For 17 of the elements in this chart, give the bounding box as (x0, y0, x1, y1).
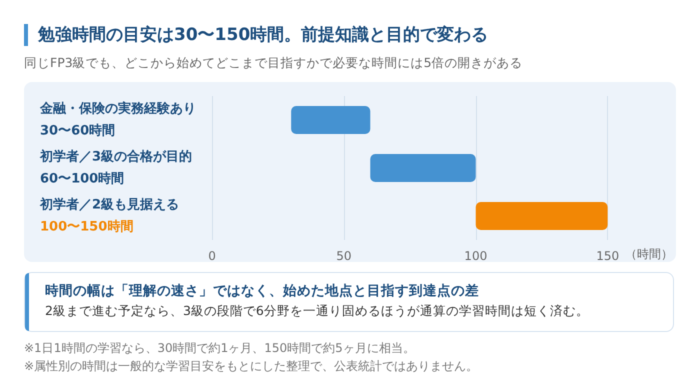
y-tick-label: 初学者／2級も見据える 100〜150時間 (39, 196, 180, 234)
bar (476, 202, 608, 230)
y-tick-label: 初学者／3級の合格が目的 60〜100時間 (39, 148, 192, 186)
text: 時間の幅は「理解の速さ」ではなく、始めた地点と目指す到達点の差 (45, 282, 480, 301)
bar (291, 106, 370, 134)
x-tick-label: 0 (208, 249, 216, 263)
chart-subtitle: 同じFP3級でも、どこから始めてどこまで目指すかで必要な時間には5倍の開きがある (24, 55, 523, 72)
text: 2級まで進む予定なら、3級の段階で6分野を一通り固めるほうが通算の学習時間は短く済む。 (45, 302, 590, 320)
x-tick-label: 150 (596, 249, 620, 263)
x-axis-title: （時間） (625, 247, 673, 261)
bar (370, 154, 476, 182)
text: ※1日1時間の学習なら、30時間で約1ヶ月、150時間で約5ヶ月に相当。 (24, 340, 415, 357)
x-tick-label: 50 (336, 249, 352, 263)
x-tick-label: 100 (464, 249, 488, 263)
text: ※属性別の時間は一般的な学習目安をもとにした整理で、公表統計ではありません。 (24, 358, 478, 375)
chart-title: 勉強時間の目安は30〜150時間。前提知識と目的で変わる (24, 24, 488, 46)
y-tick-label: 金融・保険の実務経験あり 30〜60時間 (39, 100, 196, 138)
